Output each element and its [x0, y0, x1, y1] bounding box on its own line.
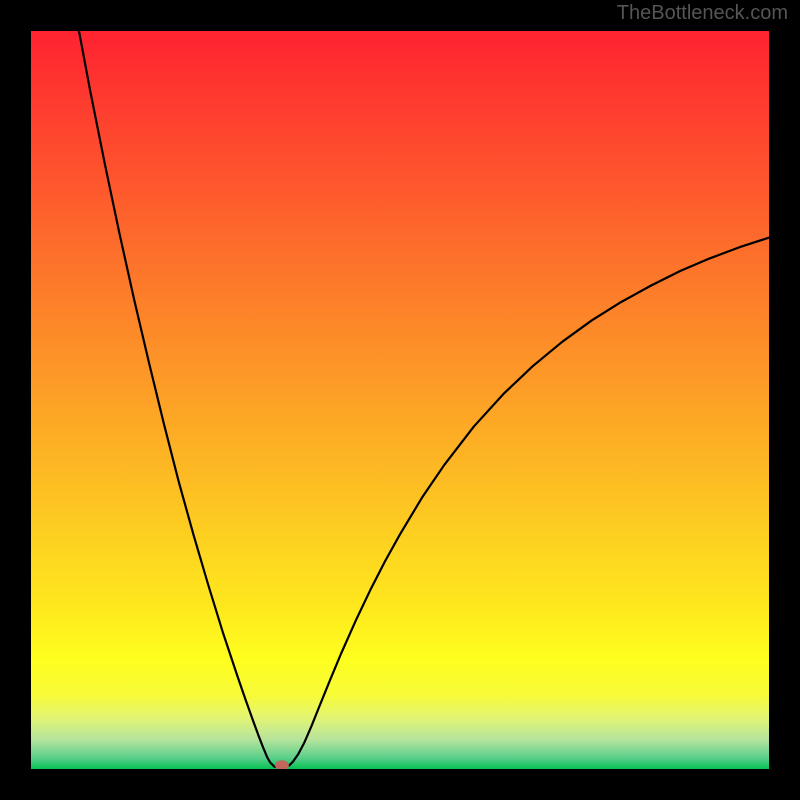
- watermark-text: TheBottleneck.com: [617, 2, 788, 25]
- plot-svg: [31, 31, 769, 769]
- gradient-background: [31, 31, 769, 769]
- chart-container: TheBottleneck.com: [0, 0, 800, 800]
- plot-area: [31, 31, 769, 769]
